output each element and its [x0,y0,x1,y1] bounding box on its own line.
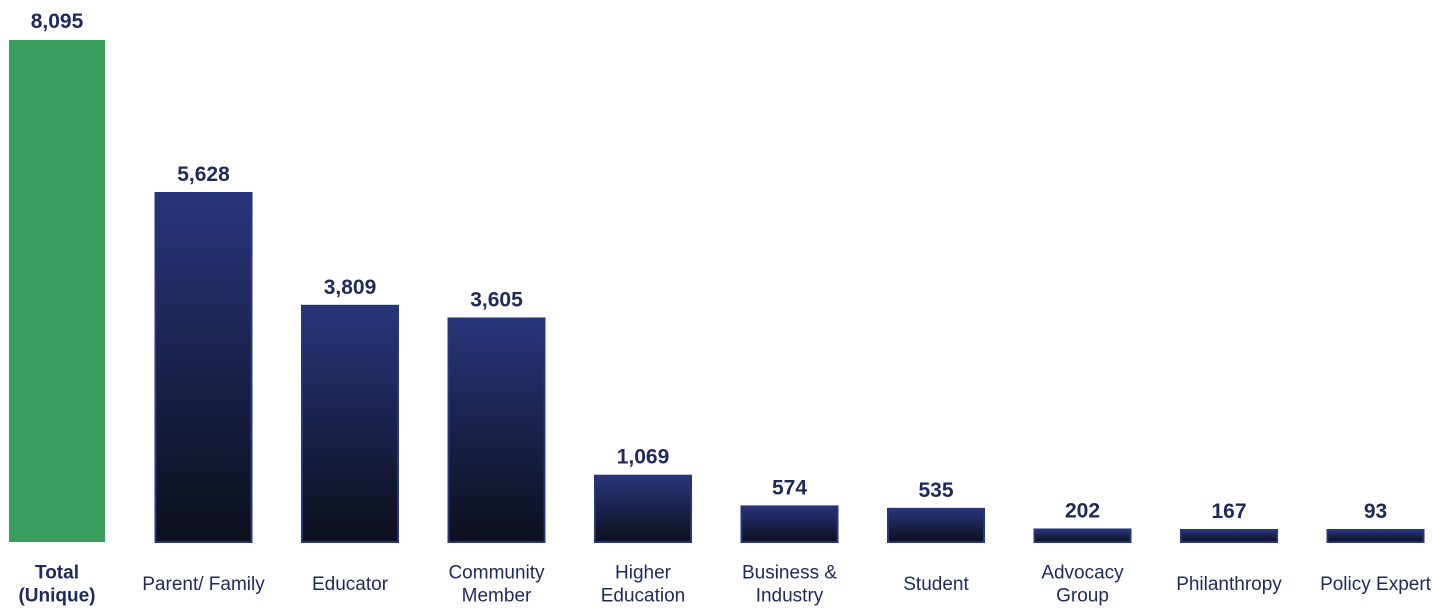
category-label: Student [903,574,969,595]
bar-value-label: 202 [1065,499,1100,522]
bar [594,474,692,543]
category-label: Educator [312,574,389,595]
category-label: Parent/ Family [142,574,265,595]
category-label: Higher Education [601,563,686,607]
bar-value-label: 5,628 [177,163,230,186]
category-label: Philanthropy [1176,574,1282,595]
bar-value-label: 8,095 [31,10,84,33]
bar [1033,528,1132,544]
category-label: Total (Unique) [18,563,95,607]
bar-value-label: 167 [1211,500,1246,523]
bar [1326,529,1425,543]
bar-value-label: 93 [1364,500,1387,523]
category-label: Business & Industry [742,563,837,607]
bar-value-label: 574 [772,476,807,499]
category-label: Policy Expert [1320,574,1432,595]
bar-value-label: 3,809 [324,276,377,299]
bar [1180,529,1278,543]
category-label: Advocacy Group [1041,563,1124,607]
bar-value-label: 535 [918,479,953,502]
category-label: Community Member [448,563,545,607]
bar [447,317,546,543]
bar-total [9,40,105,542]
bar-value-label: 1,069 [617,446,670,469]
bar [740,505,839,544]
bar [887,507,985,543]
bar [154,191,253,543]
bar-value-label: 3,605 [470,288,523,311]
bar [301,304,399,544]
